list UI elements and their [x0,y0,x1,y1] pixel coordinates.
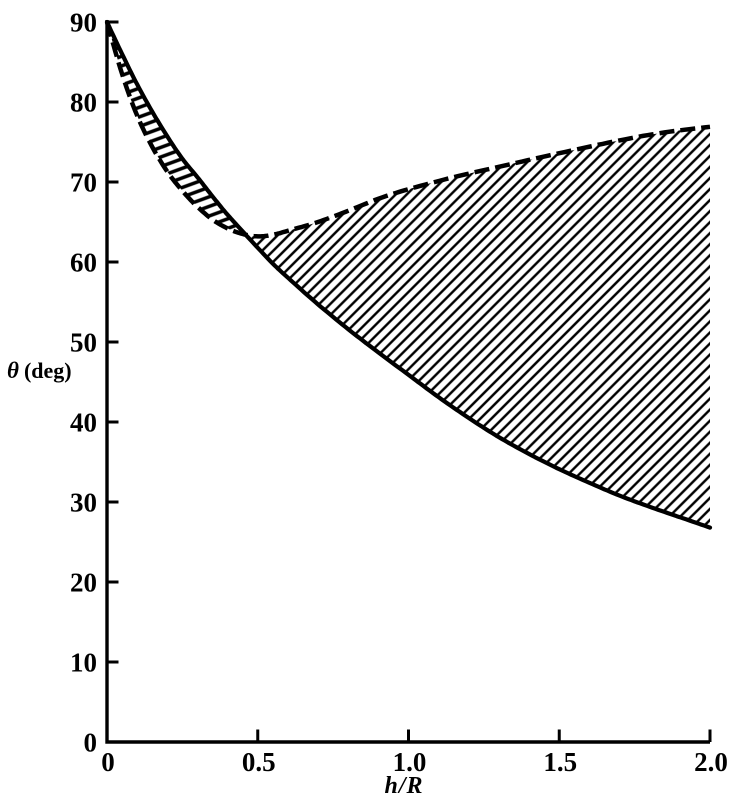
y-tick-label: 0 [84,728,98,758]
y-tick-label: 90 [70,8,97,38]
hatched-region-lens [107,22,246,236]
y-axis-title-unit: (deg) [23,358,72,383]
dashed-curve [104,21,711,239]
x-tick-label: 2.0 [694,747,728,777]
y-axis-title-symbol: θ [7,358,19,383]
y-tick-label: 20 [70,568,97,598]
y-tick-label: 60 [70,248,97,278]
x-tick-label: 0.5 [242,747,276,777]
y-tick-label: 50 [70,328,97,358]
y-tick-label: 80 [70,88,97,118]
y-tick-label: 40 [70,408,97,438]
y-tick-label: 30 [70,488,97,518]
x-tick-label: 1.5 [543,747,577,777]
x-tick-label: 1.0 [393,747,427,777]
x-axis-title: h/R [384,773,424,799]
y-axis-title: θ (deg) [7,358,72,384]
solid-curve [104,19,713,530]
hatched-region-main [246,126,710,528]
x-tick-label: 0 [101,747,115,777]
y-tick-label: 10 [70,648,97,678]
y-tick-label: 70 [70,168,97,198]
